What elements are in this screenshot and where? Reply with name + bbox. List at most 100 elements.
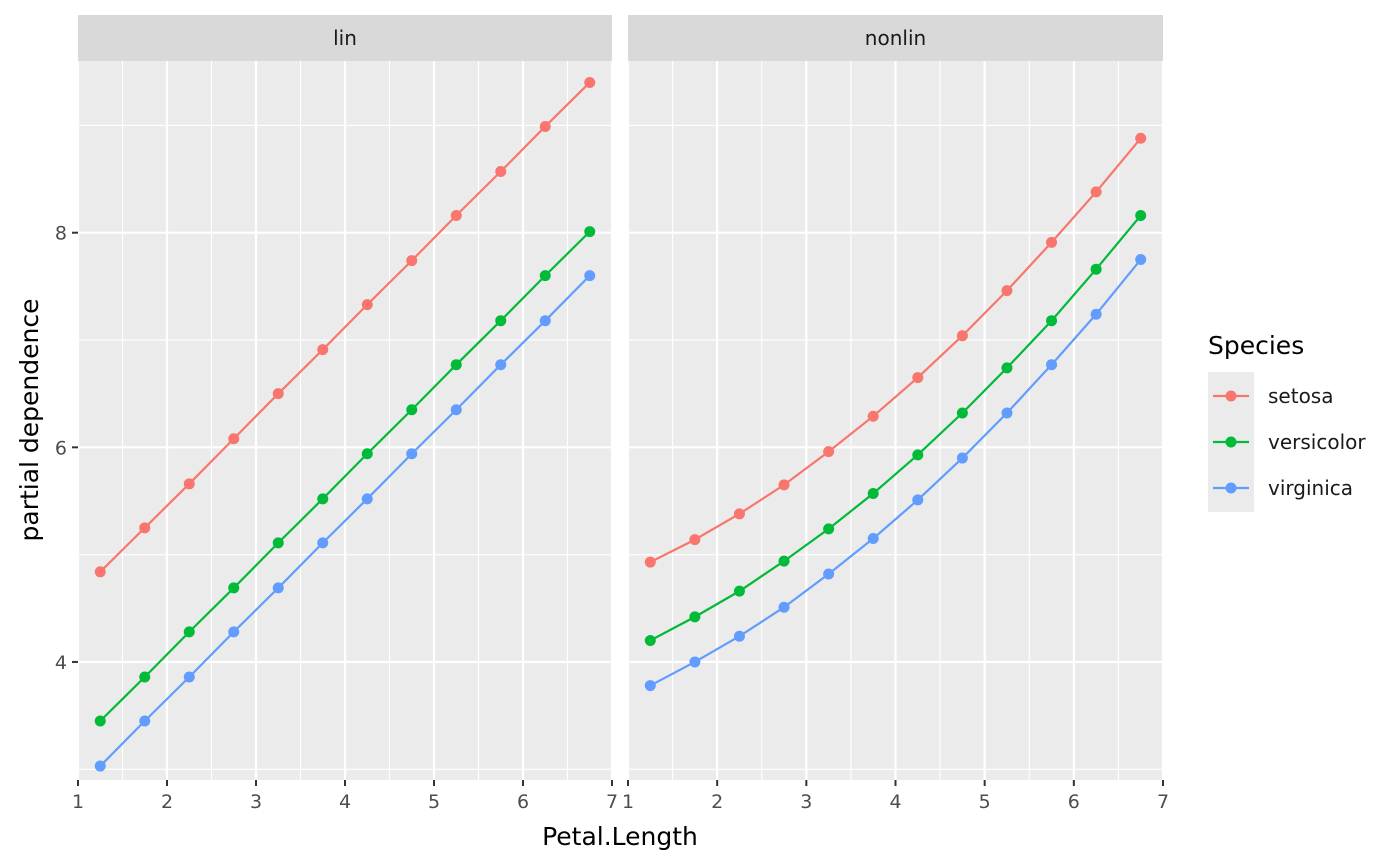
data-point-versicolor: [272, 537, 284, 549]
panel-nonlin: nonlin 1 2 3 4 5 6 7: [622, 15, 1169, 813]
legend-key-point-versicolor: [1225, 436, 1237, 448]
data-point-virginica: [867, 533, 879, 545]
data-point-setosa: [1090, 186, 1102, 198]
data-point-setosa: [644, 556, 656, 568]
x-tick-label: 6: [1068, 791, 1080, 813]
legend-title: Species: [1208, 331, 1304, 360]
x-tick-label: 2: [161, 791, 173, 813]
x-axis-title: Petal.Length: [542, 822, 698, 851]
data-point-versicolor: [94, 715, 106, 727]
data-point-setosa: [689, 534, 701, 546]
data-point-versicolor: [495, 315, 507, 327]
data-point-virginica: [689, 656, 701, 668]
legend-label-versicolor: versicolor: [1268, 430, 1366, 454]
data-point-setosa: [317, 344, 329, 356]
x-tick-label: 7: [606, 791, 618, 813]
data-point-virginica: [94, 760, 106, 772]
data-point-versicolor: [733, 585, 745, 597]
data-point-versicolor: [539, 270, 551, 282]
x-tick-label: 3: [800, 791, 812, 813]
data-point-virginica: [912, 494, 924, 506]
data-point-virginica: [1090, 308, 1102, 320]
data-point-versicolor: [778, 555, 790, 567]
data-point-setosa: [495, 166, 507, 178]
data-point-versicolor: [1090, 263, 1102, 275]
data-point-virginica: [733, 630, 745, 642]
data-point-virginica: [539, 315, 551, 327]
strip-background: [628, 15, 1163, 61]
data-point-setosa: [450, 210, 462, 222]
data-point-setosa: [733, 508, 745, 520]
data-point-virginica: [317, 537, 329, 549]
strip-label: lin: [333, 26, 357, 50]
data-point-setosa: [228, 433, 240, 445]
legend-key-point-virginica: [1225, 482, 1237, 494]
series-line-setosa: [99, 81, 591, 573]
legend-key-point-setosa: [1225, 390, 1237, 402]
series-line-versicolor: [649, 214, 1142, 642]
x-tick-label: 6: [517, 791, 529, 813]
data-point-setosa: [1001, 285, 1013, 297]
data-point-virginica: [956, 452, 968, 464]
data-point-versicolor: [644, 634, 656, 646]
data-point-versicolor: [228, 582, 240, 594]
data-point-setosa: [1135, 132, 1147, 144]
legend-label-setosa: setosa: [1268, 384, 1333, 408]
x-tick-label: 7: [1157, 791, 1169, 813]
legend: Species setosa versicolor virginica: [1208, 331, 1366, 512]
data-point-virginica: [272, 582, 284, 594]
data-point-virginica: [139, 715, 151, 727]
series-line-virginica: [99, 274, 591, 767]
data-point-setosa: [1046, 236, 1058, 248]
legend-label-virginica: virginica: [1268, 476, 1353, 500]
data-point-setosa: [956, 330, 968, 342]
y-axis-title: partial dependence: [15, 299, 44, 542]
data-point-setosa: [361, 299, 373, 311]
y-tick-label: 8: [55, 223, 67, 245]
data-point-versicolor: [1001, 362, 1013, 374]
data-point-virginica: [361, 493, 373, 505]
data-point-versicolor: [406, 404, 418, 416]
x-tick-label: 1: [622, 791, 634, 813]
series-line-virginica: [649, 258, 1142, 687]
data-point-versicolor: [584, 226, 596, 238]
data-point-versicolor: [689, 611, 701, 623]
data-point-setosa: [139, 522, 151, 534]
y-tick-label: 4: [55, 652, 67, 674]
data-point-virginica: [823, 568, 835, 580]
data-point-setosa: [539, 120, 551, 132]
series-line-setosa: [649, 137, 1142, 564]
series-line-versicolor: [99, 230, 591, 722]
strip-background: [78, 15, 612, 61]
data-point-versicolor: [912, 449, 924, 461]
data-point-setosa: [867, 410, 879, 422]
data-point-setosa: [912, 372, 924, 384]
data-point-setosa: [94, 566, 106, 578]
data-point-setosa: [406, 255, 418, 267]
x-tick-label: 3: [250, 791, 262, 813]
data-point-versicolor: [139, 671, 151, 683]
data-point-virginica: [450, 404, 462, 416]
data-point-virginica: [1135, 254, 1147, 266]
data-point-versicolor: [450, 359, 462, 371]
data-point-versicolor: [317, 493, 329, 505]
data-point-setosa: [272, 388, 284, 400]
data-point-setosa: [823, 446, 835, 458]
data-point-versicolor: [361, 448, 373, 460]
data-point-virginica: [1001, 407, 1013, 419]
data-point-versicolor: [867, 487, 879, 499]
data-point-virginica: [644, 680, 656, 692]
strip-label: nonlin: [865, 26, 926, 50]
data-point-setosa: [778, 479, 790, 491]
data-point-virginica: [495, 359, 507, 371]
data-point-virginica: [183, 671, 195, 683]
data-point-virginica: [228, 626, 240, 638]
data-point-versicolor: [1046, 315, 1058, 327]
x-tick-label: 4: [339, 791, 351, 813]
x-tick-label: 1: [72, 791, 84, 813]
y-tick-label: 6: [55, 437, 67, 459]
x-tick-label: 4: [889, 791, 901, 813]
data-point-virginica: [584, 270, 596, 282]
x-tick-label: 5: [428, 791, 440, 813]
